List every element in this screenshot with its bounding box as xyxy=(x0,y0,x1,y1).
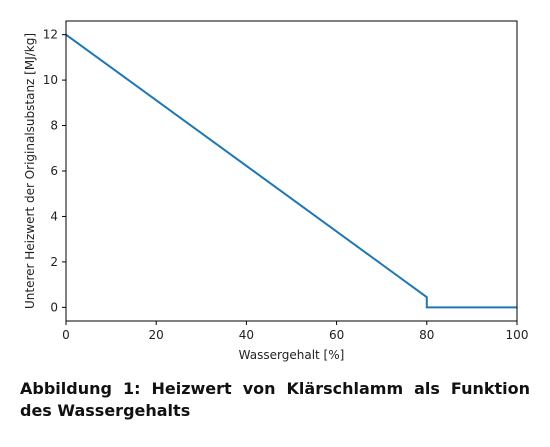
x-axis-label: Wassergehalt [%] xyxy=(239,348,345,362)
x-tick-label: 40 xyxy=(239,328,254,342)
y-tick-label: 10 xyxy=(43,73,58,87)
series-layer xyxy=(65,33,517,309)
y-tick-label: 6 xyxy=(50,164,58,178)
y-axis-label: Unterer Heizwert der Originalsubstanz [M… xyxy=(23,33,37,309)
x-tick-label: 100 xyxy=(506,328,529,342)
y-tick-label: 4 xyxy=(50,209,58,223)
x-tick-label: 20 xyxy=(149,328,164,342)
x-tick-label: 0 xyxy=(62,328,70,342)
series-line-1 xyxy=(65,33,517,309)
x-ticks: 0 20 40 60 80 100 xyxy=(62,321,528,342)
y-tick-label: 0 xyxy=(50,300,58,314)
y-tick-label: 2 xyxy=(50,255,58,269)
y-ticks: 0 2 4 6 8 10 12 xyxy=(43,28,66,314)
y-tick-label: 8 xyxy=(50,119,58,133)
y-tick-label: 12 xyxy=(43,28,58,42)
x-tick-label: 60 xyxy=(329,328,344,342)
plot-frame xyxy=(65,20,518,322)
x-tick-label: 80 xyxy=(419,328,434,342)
figure-caption: Abbildung 1: Heizwert von Klärschlamm al… xyxy=(20,379,530,420)
